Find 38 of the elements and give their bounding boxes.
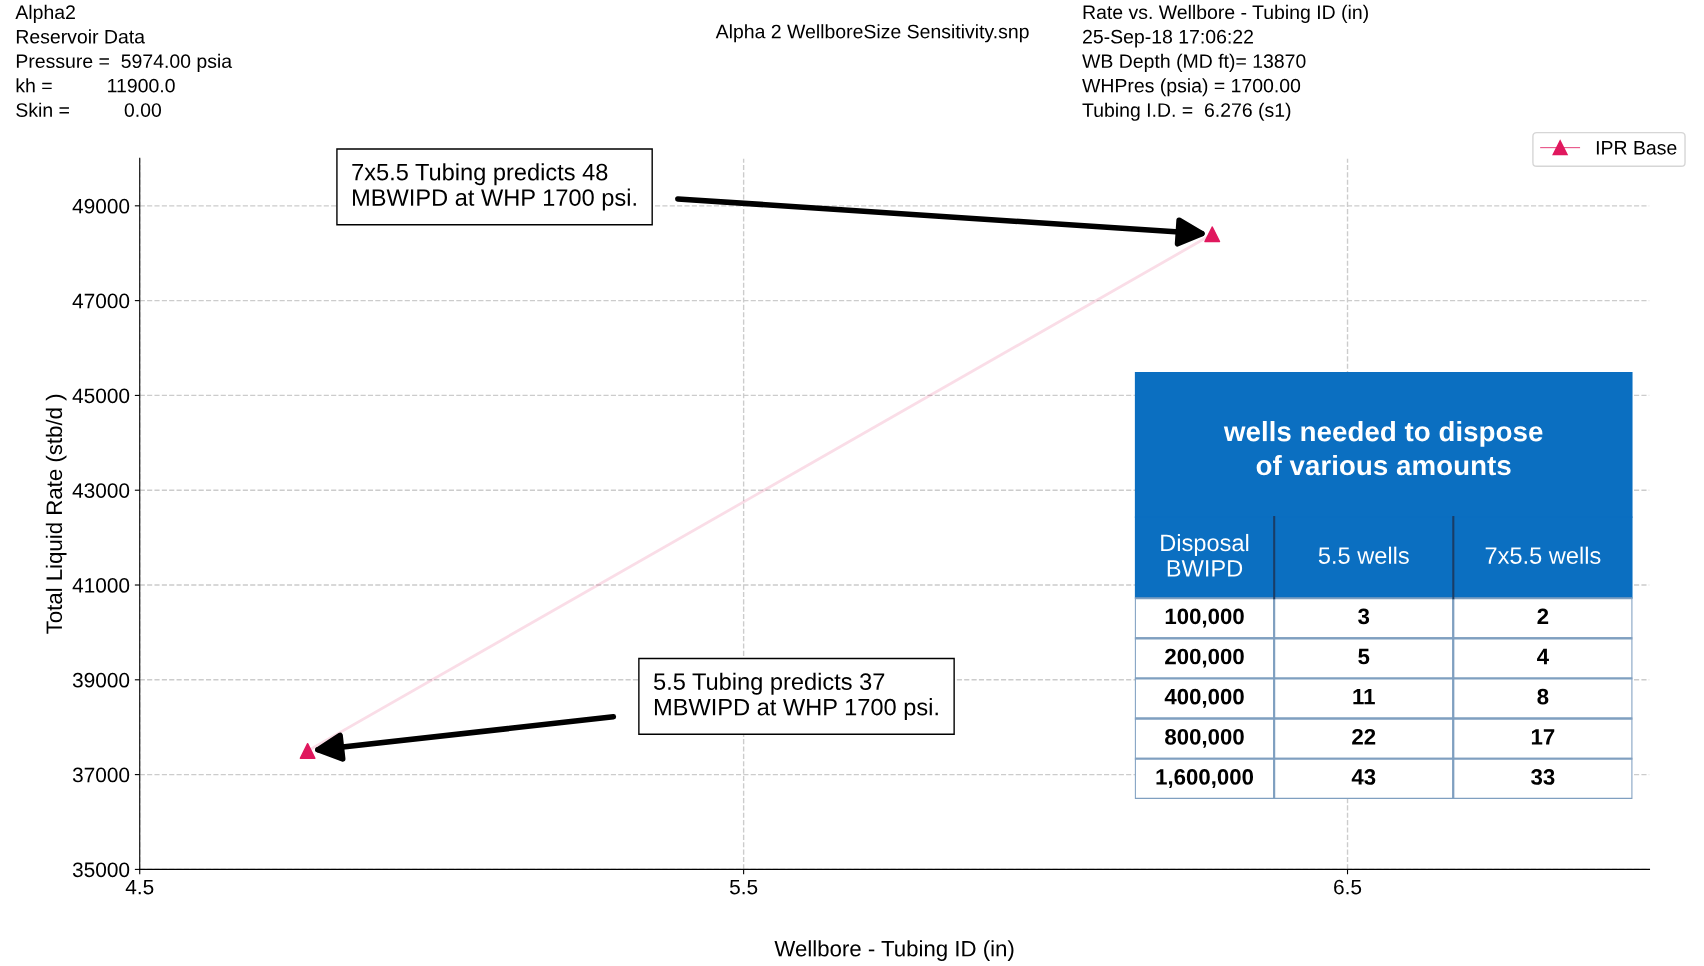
y-tick-label: 47000 <box>72 293 130 309</box>
annotation: 17 <box>1531 729 1555 745</box>
annotation: 200,000 <box>1165 648 1244 668</box>
annotation: 3 <box>1358 608 1370 625</box>
annotation: 2 <box>1537 608 1549 625</box>
y-tick-label: 45000 <box>72 388 130 404</box>
text: Alpha2 Reservoir Data Pressure = 5974.00 psia kh = 11900.0 Skin = 0.00 <box>15 4 233 117</box>
category-label: Disposal BWIPD <box>1161 533 1249 577</box>
x-tick-label: 5.5 <box>729 879 758 895</box>
annotation: 8 <box>1537 688 1549 705</box>
y-tick-label: 35000 <box>72 862 130 878</box>
y-tick-label: 49000 <box>72 198 130 214</box>
category-label: 7x5.5 wells <box>1485 546 1601 564</box>
annotation: 7x5.5 Tubing predicts 48 MBWIPD at WHP 1700 psi. <box>352 163 636 211</box>
annotation: 400,000 <box>1164 688 1244 708</box>
annotation: 5 <box>1358 648 1370 665</box>
legend-label: IPR Base <box>1596 141 1677 155</box>
x-tick-label: 4.5 <box>125 879 154 895</box>
chart-title: Alpha 2 WellboreSize Sensitivity.snp <box>715 24 1029 43</box>
annotation: 11 <box>1353 689 1375 705</box>
y-tick-label: 43000 <box>72 483 130 498</box>
annotation: 1,600,000 <box>1156 769 1254 788</box>
text: wells needed to dispose of various amounts <box>1223 420 1543 476</box>
y-tick-label: 41000 <box>72 578 130 593</box>
text: Rate vs. Wellbore - Tubing ID (in) 25-Sep-18 17:06:22 WB Depth (MD ft)= 13870 WHPres (psia) = 1700.00 Tubing I.D. = 6.276 (s1) <box>1082 4 1368 121</box>
annotation: 43 <box>1351 769 1376 785</box>
y-axis-title: Total Liquid Rate (stb/d ) <box>45 394 67 634</box>
annotation: 22 <box>1352 728 1376 745</box>
category-label: 5.5 wells <box>1318 546 1409 564</box>
annotation: 100,000 <box>1165 608 1244 628</box>
y-tick-label: 37000 <box>72 767 130 783</box>
annotation: 33 <box>1531 769 1555 785</box>
y-tick-label: 39000 <box>72 672 130 688</box>
annotation: 800,000 <box>1165 728 1244 748</box>
x-tick-label: 6.5 <box>1334 879 1362 895</box>
annotation: 5.5 Tubing predicts 37 MBWIPD at WHP 1700 psi. <box>653 672 938 721</box>
x-axis-title: Wellbore - Tubing ID (in) <box>774 940 1014 961</box>
annotation: 4 <box>1537 648 1549 665</box>
